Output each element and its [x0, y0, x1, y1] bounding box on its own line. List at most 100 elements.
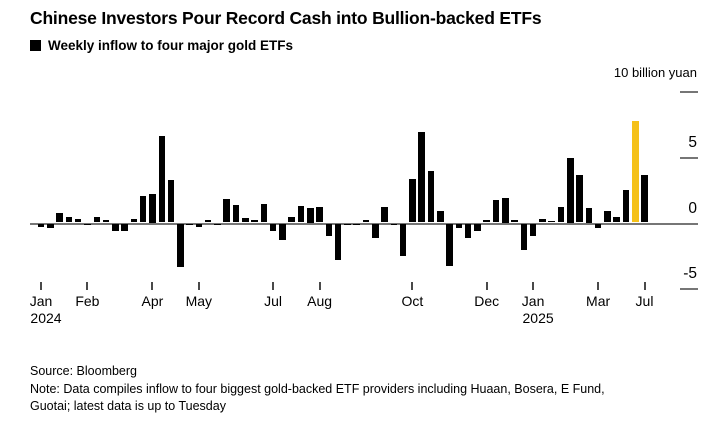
y-axis-unit-label: 10 billion yuan [613, 65, 697, 80]
note-line-2: Guotai; latest data is up to Tuesday [30, 399, 226, 413]
bar [177, 224, 184, 268]
legend: Weekly inflow to four major gold ETFs [30, 38, 293, 53]
bar [381, 206, 388, 223]
x-axis-label: Feb [75, 293, 100, 309]
bar [121, 224, 128, 232]
bar [112, 224, 119, 232]
bar [613, 217, 620, 223]
bar [37, 224, 45, 227]
bar [288, 217, 295, 223]
x-axis-label: Mar [586, 293, 611, 309]
y-axis-tick [680, 90, 698, 93]
note-line-1: Note: Data compiles inflow to four bigge… [30, 381, 605, 396]
x-axis-tick [40, 282, 42, 290]
x-axis-tick [411, 282, 414, 290]
bar [585, 208, 593, 223]
bar [232, 204, 240, 223]
bar [195, 224, 203, 227]
x-axis-year-label: 2025 [522, 310, 554, 326]
bar [56, 213, 63, 223]
y-axis-label: 5 [688, 133, 697, 151]
source-line: Source: Bloomberg [30, 364, 138, 378]
x-axis-tick [532, 282, 535, 290]
x-axis-label: Aug [307, 293, 333, 309]
legend-swatch-black-square [30, 40, 41, 51]
bar [511, 219, 518, 223]
bar [539, 218, 546, 223]
x-axis-tick [485, 282, 488, 290]
x-axis-label: Jan [521, 293, 545, 309]
bar [427, 171, 435, 223]
x-axis-tick [151, 282, 154, 290]
bar [483, 219, 490, 223]
bar [325, 224, 333, 236]
bar [594, 224, 602, 228]
x-axis-label: Jul [635, 293, 654, 309]
bar [529, 224, 537, 236]
bar [362, 219, 370, 223]
x-axis-tick [197, 282, 200, 290]
x-axis-label: Jul [264, 293, 283, 309]
bar [316, 206, 323, 223]
bar [520, 224, 528, 251]
bar [269, 224, 277, 231]
x-axis-tick [643, 282, 646, 290]
bar [334, 224, 342, 260]
bar [557, 206, 565, 223]
bar [548, 221, 555, 223]
x-axis-tick [86, 282, 89, 290]
bar [622, 190, 630, 223]
x-axis-year-label: 2024 [30, 310, 62, 326]
bar [65, 216, 73, 223]
bar [455, 224, 463, 228]
x-axis-label: May [185, 293, 213, 309]
bar [437, 211, 444, 223]
bar [158, 135, 165, 223]
bar [418, 131, 425, 223]
x-axis-tick [318, 282, 321, 290]
bar [149, 193, 156, 223]
bar [204, 219, 212, 223]
legend-label: Weekly inflow to four major gold ETFs [48, 38, 294, 53]
bar [604, 211, 611, 223]
highlighted-bar [632, 121, 639, 223]
bar [251, 219, 258, 223]
bar [353, 224, 360, 225]
x-axis-label: Apr [141, 293, 164, 309]
bar [307, 208, 314, 223]
zero-axis-line [30, 222, 698, 225]
bar [260, 204, 268, 223]
bar [297, 206, 305, 223]
bar [474, 224, 481, 232]
bar [390, 224, 398, 225]
bar [641, 175, 648, 223]
bar [344, 224, 351, 225]
bar [399, 224, 407, 256]
bar [47, 224, 54, 228]
bar [567, 158, 574, 223]
y-axis-label: -5 [683, 265, 697, 283]
bar [446, 224, 453, 266]
bar [84, 224, 91, 226]
bar [409, 179, 416, 223]
bar [279, 224, 286, 241]
x-axis-tick [597, 282, 600, 290]
bar [223, 198, 230, 223]
x-axis-label: Oct [401, 293, 424, 309]
footer-notes: Source: Bloomberg Note: Data compiles in… [30, 363, 605, 416]
bar [102, 219, 110, 223]
bar [214, 224, 221, 226]
bar [242, 217, 249, 223]
y-axis-label: 0 [688, 199, 697, 217]
x-axis-label: Jan [29, 293, 53, 309]
bar [93, 216, 100, 223]
y-axis-tick [680, 156, 698, 159]
bar [186, 224, 193, 225]
bar [167, 180, 175, 223]
bar [139, 196, 147, 223]
bar [464, 224, 472, 238]
bar [576, 175, 583, 223]
bar [492, 200, 500, 223]
